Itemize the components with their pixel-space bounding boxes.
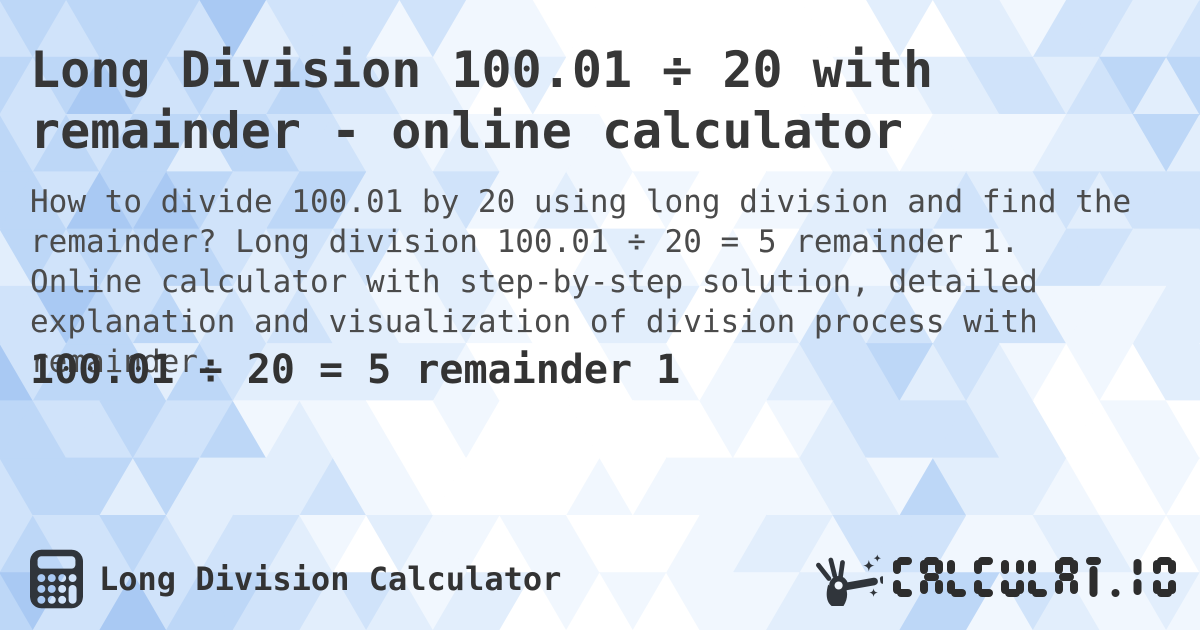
title-line-1: Long Division 100.01 ÷ 20 with — [30, 41, 934, 99]
description-line: remainder. — [30, 344, 217, 380]
logo-text — [893, 557, 1176, 597]
magic-wand-icon — [816, 554, 883, 606]
description-line: How to divide 100.01 by 20 using long di… — [30, 184, 1132, 220]
page-title: Long Division 100.01 ÷ 20 with remainder… — [30, 40, 933, 162]
description-line: remainder? Long division 100.01 ÷ 20 = 5… — [30, 224, 1020, 260]
description-line: explanation and visualization of divisio… — [30, 304, 1038, 340]
title-line-2: remainder - online calculator — [30, 102, 903, 160]
footer-app: Long Division Calculator — [30, 548, 561, 610]
description-paragraph: How to divide 100.01 by 20 using long di… — [30, 182, 1131, 382]
result-equation: 100.01 ÷ 20 = 5 remainder 1 — [30, 347, 681, 393]
app-label: Long Division Calculator — [99, 560, 562, 598]
description-line: Online calculator with step-by-step solu… — [30, 264, 1038, 300]
calculator-icon — [30, 549, 83, 609]
brand-logo — [815, 544, 1176, 610]
